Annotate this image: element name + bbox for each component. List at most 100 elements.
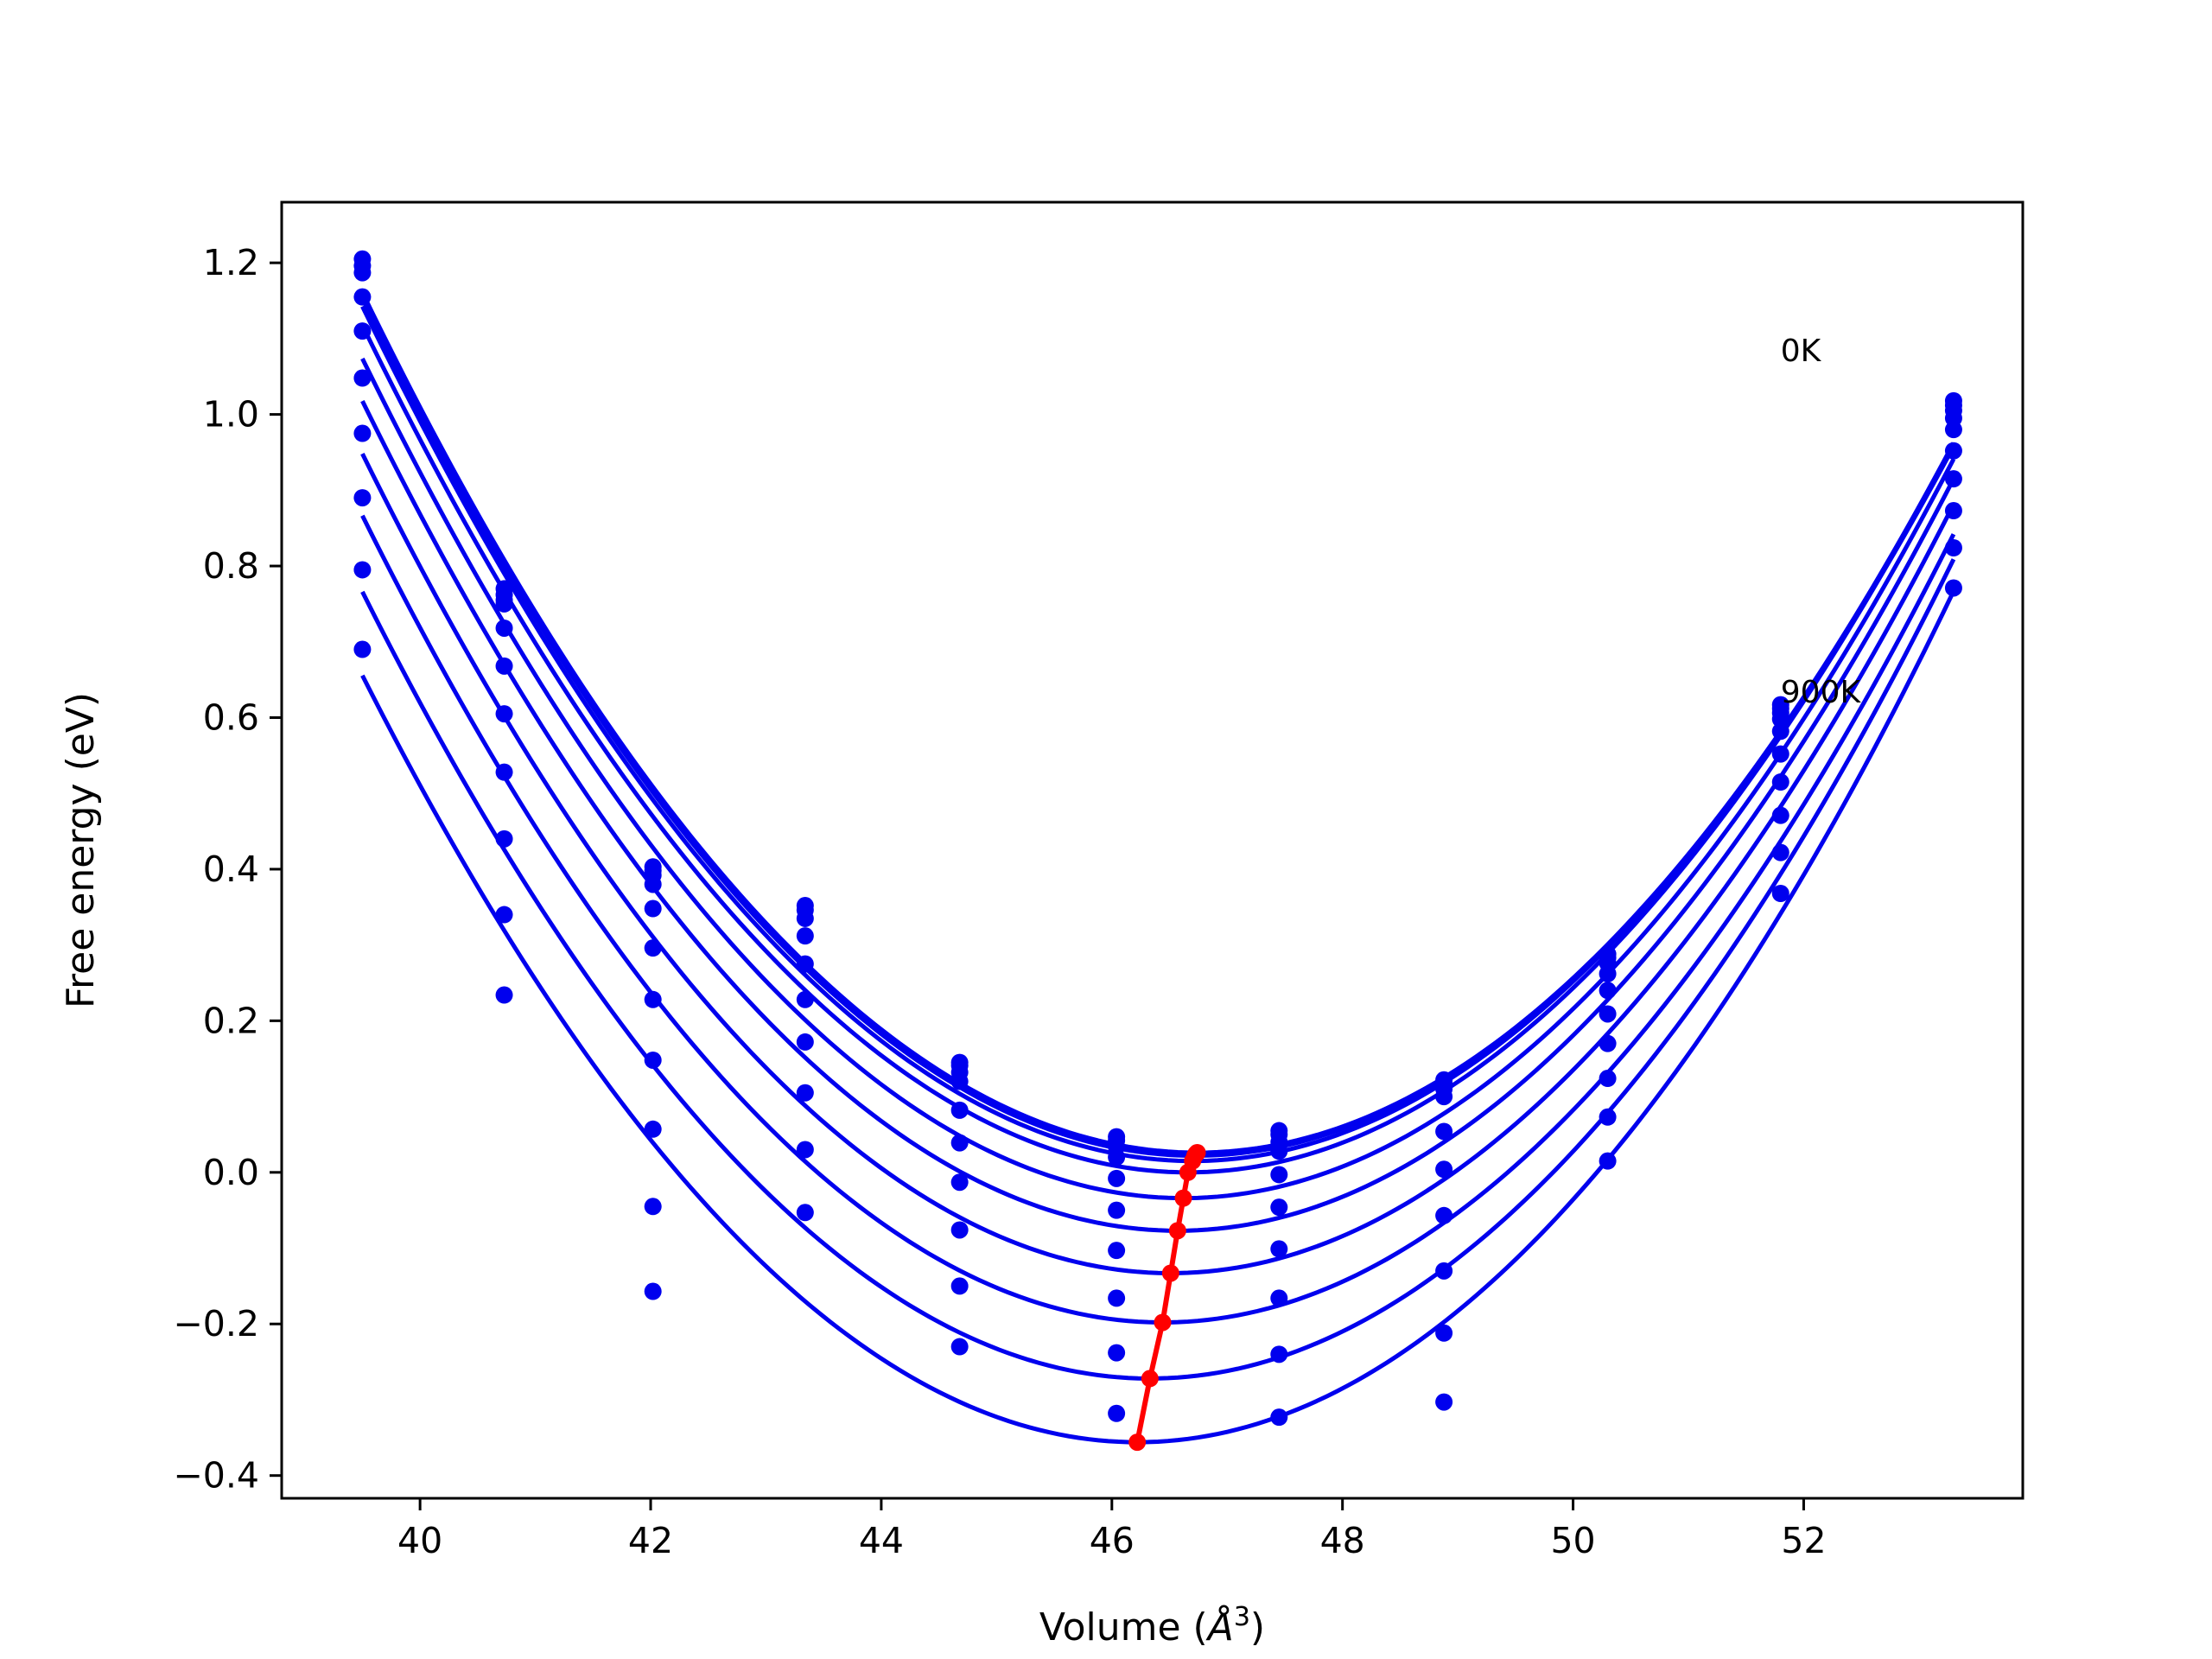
data-point-5-4 [950, 1134, 969, 1152]
data-point-4-2 [644, 899, 662, 918]
data-point-2-3 [796, 909, 814, 927]
data-point-4-6 [1270, 1166, 1288, 1184]
minima-point-5 [1174, 1189, 1192, 1207]
x-tick-label-6: 52 [1781, 1520, 1826, 1561]
data-point-9-9 [1771, 885, 1789, 902]
data-point-7-0 [353, 489, 372, 507]
data-point-4-7 [1435, 1122, 1453, 1141]
data-point-9-1 [495, 906, 513, 924]
data-point-4-4 [950, 1101, 969, 1119]
data-point-7-4 [950, 1221, 969, 1239]
data-point-5-5 [1108, 1201, 1126, 1219]
data-point-9-5 [1108, 1404, 1126, 1422]
axes-frame [280, 200, 2024, 1500]
data-point-8-10 [1944, 539, 1962, 556]
data-point-8-3 [796, 1141, 814, 1159]
annotation-0: 0K [1781, 334, 1822, 369]
data-point-9-2 [644, 1198, 662, 1216]
y-tick-label-7: 1.0 [203, 394, 259, 435]
data-point-4-10 [1944, 421, 1962, 439]
fit-curve-10 [360, 590, 1956, 1445]
data-point-8-4 [950, 1277, 969, 1295]
x-axis-label-exponent: 3 [1234, 1602, 1250, 1632]
data-point-3-3 [796, 927, 814, 945]
data-point-7-9 [1771, 806, 1789, 824]
data-point-3-5 [1108, 1148, 1126, 1166]
data-point-6-0 [353, 424, 372, 442]
data-point-8-0 [353, 561, 372, 579]
x-tick-label-4: 48 [1320, 1520, 1365, 1561]
minima-point-10 [1128, 1433, 1147, 1452]
data-point-8-8 [1599, 1108, 1617, 1126]
data-point-4-3 [796, 955, 814, 973]
minima-point-7 [1161, 1264, 1179, 1282]
data-point-7-2 [644, 1051, 662, 1069]
axis-ticks: 40 42 44 46 48 50 52 −0.4 −0.2 0.0 0.2 0.4 0.6 0.8 1.0… [173, 242, 1826, 1561]
fit-curve-6 [360, 400, 1956, 1233]
data-point-4-5 [1108, 1169, 1126, 1187]
y-tick-label-6: 0.8 [203, 545, 259, 587]
minima-point-8 [1154, 1313, 1172, 1332]
annotations: 0K 900K [1781, 334, 1862, 710]
data-point-6-5 [1108, 1242, 1126, 1260]
plot-marks [353, 250, 1962, 1452]
data-point-2-0 [353, 264, 372, 282]
data-point-10-1 [495, 986, 513, 1004]
x-tick-label-5: 50 [1550, 1520, 1595, 1561]
data-point-3-0 [353, 288, 372, 306]
data-point-6-8 [1599, 1034, 1617, 1052]
data-point-10-2 [644, 1282, 662, 1300]
data-point-7-7 [1435, 1262, 1453, 1280]
data-point-4-1 [495, 619, 513, 637]
minima-point-4 [1179, 1163, 1197, 1181]
data-point-6-10 [1944, 470, 1962, 488]
data-point-3-9 [1771, 710, 1789, 728]
data-point-9-10 [1944, 579, 1962, 597]
data-point-6-6 [1270, 1240, 1288, 1258]
data-point-6-1 [495, 705, 513, 723]
data-point-4-9 [1771, 722, 1789, 741]
data-point-9-7 [1435, 1393, 1453, 1411]
data-point-5-7 [1435, 1160, 1453, 1179]
fit-curve-4 [360, 324, 1956, 1175]
annotation-1: 900K [1781, 675, 1862, 710]
data-point-7-10 [1944, 502, 1962, 520]
data-point-9-6 [1270, 1408, 1288, 1427]
minima-point-6 [1168, 1222, 1186, 1240]
y-tick-label-0: −0.4 [173, 1455, 259, 1497]
data-point-9-4 [950, 1338, 969, 1356]
data-point-5-3 [796, 990, 814, 1008]
data-point-9-8 [1599, 1152, 1617, 1170]
y-tick-label-4: 0.4 [203, 849, 259, 890]
data-point-6-9 [1771, 773, 1789, 791]
fit-curve-5 [360, 357, 1956, 1201]
x-axis-label-symbol: Å [1205, 1604, 1234, 1649]
data-point-5-10 [1944, 442, 1962, 460]
data-point-7-1 [495, 763, 513, 781]
data-point-5-6 [1270, 1198, 1288, 1217]
data-point-8-1 [495, 830, 513, 848]
data-point-9-0 [353, 640, 372, 658]
x-tick-label-2: 44 [859, 1520, 904, 1561]
y-tick-label-2: 0.0 [203, 1152, 259, 1193]
x-axis-label-close: ) [1250, 1605, 1265, 1649]
data-point-3-7 [1435, 1088, 1453, 1106]
x-tick-label-0: 40 [397, 1520, 442, 1561]
x-axis-label: Volume (Å3) [1039, 1602, 1265, 1650]
y-tick-label-1: −0.2 [173, 1303, 259, 1344]
data-point-5-1 [495, 657, 513, 675]
data-point-3-6 [1270, 1142, 1288, 1160]
y-tick-label-8: 1.2 [203, 242, 259, 283]
data-point-5-8 [1599, 1005, 1617, 1023]
data-point-3-1 [495, 594, 513, 613]
data-point-6-2 [644, 990, 662, 1008]
data-point-7-8 [1599, 1070, 1617, 1088]
y-axis-label: Free energy (eV) [59, 692, 103, 1008]
data-point-8-2 [644, 1120, 662, 1138]
data-point-8-6 [1270, 1345, 1288, 1363]
data-point-5-2 [644, 939, 662, 957]
data-point-4-8 [1599, 982, 1617, 1000]
data-point-6-7 [1435, 1206, 1453, 1224]
data-point-6-3 [796, 1033, 814, 1051]
data-point-3-8 [1599, 964, 1617, 982]
